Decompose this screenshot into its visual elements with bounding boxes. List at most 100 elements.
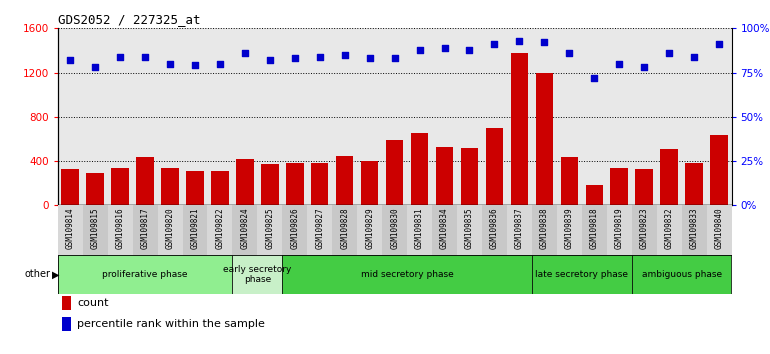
Bar	[611, 168, 628, 205]
Bar	[631, 205, 657, 255]
Bar	[532, 255, 631, 294]
Bar	[182, 205, 207, 255]
Point	[114, 54, 126, 59]
Bar	[436, 147, 454, 205]
Text: GSM109826: GSM109826	[290, 208, 300, 250]
Text: GSM109830: GSM109830	[390, 208, 399, 250]
Bar	[58, 255, 233, 294]
Bar	[607, 205, 631, 255]
Text: percentile rank within the sample: percentile rank within the sample	[77, 319, 265, 329]
Text: GSM109818: GSM109818	[590, 208, 599, 250]
Bar	[657, 205, 681, 255]
Text: GSM109827: GSM109827	[315, 208, 324, 250]
Point	[613, 61, 625, 67]
Bar	[286, 163, 303, 205]
Text: GSM109828: GSM109828	[340, 208, 350, 250]
Bar	[536, 73, 553, 205]
Point	[64, 57, 76, 63]
Text: GSM109824: GSM109824	[240, 208, 249, 250]
Text: GSM109838: GSM109838	[540, 208, 549, 250]
Bar	[332, 205, 357, 255]
Point	[538, 40, 551, 45]
Text: GSM109835: GSM109835	[465, 208, 474, 250]
Text: GSM109819: GSM109819	[614, 208, 624, 250]
Text: GSM109836: GSM109836	[490, 208, 499, 250]
Point	[514, 38, 526, 44]
Bar	[82, 205, 108, 255]
Bar	[661, 149, 678, 205]
Bar	[307, 205, 332, 255]
Point	[388, 56, 400, 61]
Bar	[582, 205, 607, 255]
Bar	[386, 140, 403, 205]
Text: GSM109837: GSM109837	[515, 208, 524, 250]
Text: mid secretory phase: mid secretory phase	[360, 270, 454, 279]
Bar	[635, 169, 653, 205]
Bar	[336, 155, 353, 205]
Point	[289, 56, 301, 61]
Point	[239, 50, 251, 56]
Text: other: other	[24, 269, 50, 279]
Bar	[511, 53, 528, 205]
Bar	[136, 156, 154, 205]
Bar	[283, 205, 307, 255]
Text: GSM109823: GSM109823	[640, 208, 648, 250]
Text: GSM109833: GSM109833	[690, 208, 698, 250]
Point	[663, 50, 675, 56]
Point	[363, 56, 376, 61]
Bar	[361, 161, 378, 205]
Bar	[236, 159, 253, 205]
Point	[713, 41, 725, 47]
Text: GSM109839: GSM109839	[565, 208, 574, 250]
Point	[263, 57, 276, 63]
Text: GSM109834: GSM109834	[440, 208, 449, 250]
Text: GSM109816: GSM109816	[116, 208, 125, 250]
Text: GSM109831: GSM109831	[415, 208, 424, 250]
Text: GSM109840: GSM109840	[715, 208, 724, 250]
Bar	[158, 205, 182, 255]
Bar	[457, 205, 482, 255]
Point	[688, 54, 700, 59]
Text: GSM109820: GSM109820	[166, 208, 175, 250]
Text: early secretory
phase: early secretory phase	[223, 265, 292, 284]
Bar	[432, 205, 457, 255]
Bar	[507, 205, 532, 255]
Point	[89, 64, 102, 70]
Text: count: count	[77, 298, 109, 308]
Bar	[233, 205, 257, 255]
Text: GSM109829: GSM109829	[365, 208, 374, 250]
Text: late secretory phase: late secretory phase	[535, 270, 628, 279]
Point	[488, 41, 500, 47]
Text: GSM109815: GSM109815	[91, 208, 99, 250]
Text: GDS2052 / 227325_at: GDS2052 / 227325_at	[58, 13, 200, 26]
Text: GSM109822: GSM109822	[216, 208, 224, 250]
Bar	[161, 168, 179, 205]
Bar	[710, 135, 728, 205]
Text: GSM109832: GSM109832	[665, 208, 674, 250]
Point	[588, 75, 601, 81]
Bar	[58, 205, 82, 255]
Point	[189, 63, 201, 68]
Text: ambiguous phase: ambiguous phase	[641, 270, 721, 279]
Bar	[557, 205, 582, 255]
Bar	[561, 156, 578, 205]
Point	[438, 45, 450, 51]
Text: GSM109825: GSM109825	[266, 208, 274, 250]
Bar	[112, 168, 129, 205]
Text: proliferative phase: proliferative phase	[102, 270, 188, 279]
Bar	[211, 171, 229, 205]
Bar	[261, 164, 279, 205]
Bar	[132, 205, 158, 255]
Bar	[681, 205, 707, 255]
Bar	[411, 133, 428, 205]
Point	[413, 47, 426, 52]
Point	[214, 61, 226, 67]
Bar	[460, 148, 478, 205]
Bar	[207, 205, 233, 255]
Bar	[257, 205, 283, 255]
Bar	[62, 169, 79, 205]
Bar	[186, 171, 204, 205]
Point	[339, 52, 351, 58]
Bar	[86, 173, 104, 205]
Point	[563, 50, 575, 56]
